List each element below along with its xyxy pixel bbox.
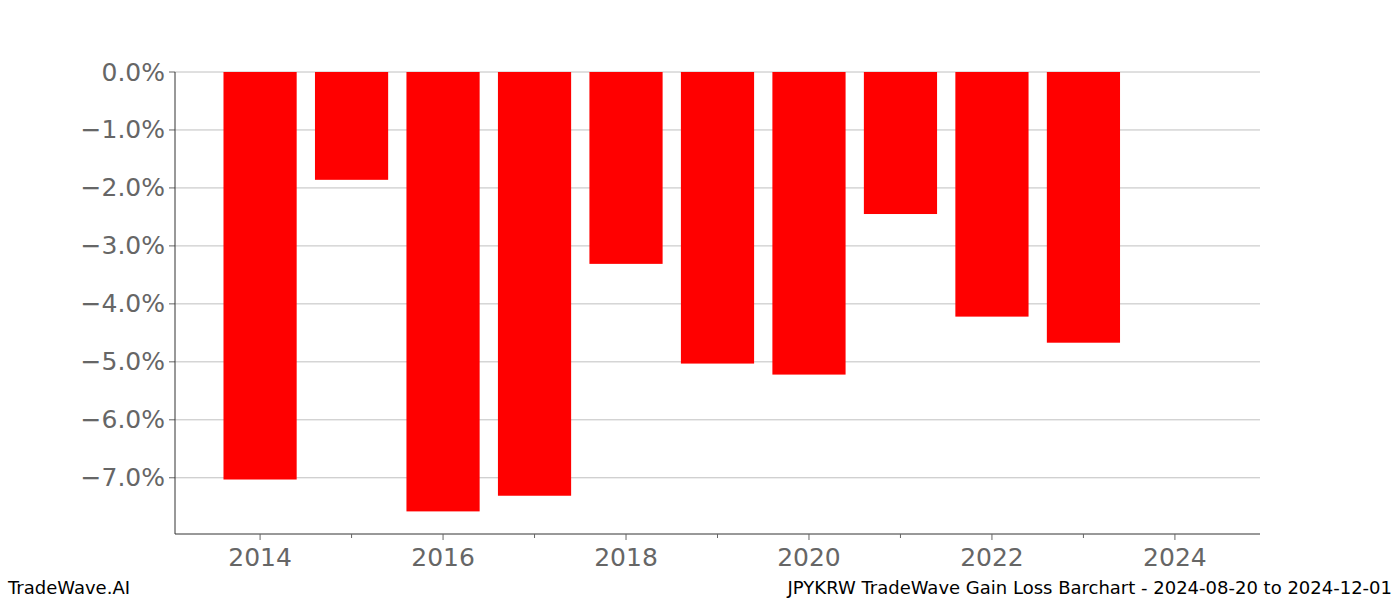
y-tick-label: −5.0% bbox=[81, 347, 165, 376]
title: JPYKRW TradeWave Gain Loss Barchart - 20… bbox=[787, 577, 1392, 598]
y-tick bbox=[169, 129, 175, 130]
x-tick bbox=[260, 534, 261, 540]
y-tick bbox=[169, 303, 175, 304]
y-tick bbox=[169, 245, 175, 246]
bar bbox=[223, 72, 296, 480]
bar bbox=[955, 72, 1028, 317]
x-tick-label: 2014 bbox=[228, 543, 292, 572]
x-tick bbox=[991, 534, 992, 540]
bar bbox=[589, 72, 662, 264]
bar bbox=[498, 72, 571, 496]
bar bbox=[406, 72, 479, 511]
x-minor-tick bbox=[900, 534, 901, 538]
bars bbox=[223, 72, 1120, 511]
bar bbox=[772, 72, 845, 375]
bar bbox=[1047, 72, 1120, 343]
x-tick bbox=[1174, 534, 1175, 540]
y-tick-label: −7.0% bbox=[81, 463, 165, 492]
x-tick-label: 2020 bbox=[777, 543, 841, 572]
x-tick-label: 2018 bbox=[594, 543, 658, 572]
x-minor-tick bbox=[351, 534, 352, 538]
x-minor-tick bbox=[534, 534, 535, 538]
y-tick bbox=[169, 477, 175, 478]
bar bbox=[681, 72, 754, 364]
y-tick-label: −4.0% bbox=[81, 289, 165, 318]
annotation: TradeWave.AI bbox=[7, 577, 130, 598]
bar bbox=[315, 72, 388, 180]
x-tick-label: 2024 bbox=[1143, 543, 1207, 572]
y-tick-label: −6.0% bbox=[81, 405, 165, 434]
y-tick-label: −2.0% bbox=[81, 173, 165, 202]
y-tick-label: 0.0% bbox=[101, 58, 165, 87]
y-tick-label: −1.0% bbox=[81, 115, 165, 144]
chart: 0.0% −1.0% −2.0% −3.0% −4.0% −5.0% −6.0% −7.0% 2… bbox=[0, 0, 1400, 600]
x-tick bbox=[626, 534, 627, 540]
y-tick bbox=[169, 419, 175, 420]
y-axis bbox=[175, 72, 176, 534]
y-tick bbox=[169, 187, 175, 188]
grid-line bbox=[175, 477, 1260, 478]
bar bbox=[864, 72, 937, 214]
x-tick-label: 2022 bbox=[960, 543, 1024, 572]
y-tick bbox=[169, 72, 175, 73]
x-minor-tick bbox=[717, 534, 718, 538]
y-tick bbox=[169, 361, 175, 362]
x-minor-tick bbox=[1083, 534, 1084, 538]
x-tick bbox=[443, 534, 444, 540]
y-tick-label: −3.0% bbox=[81, 231, 165, 260]
grid-line bbox=[175, 419, 1260, 420]
x-tick-label: 2016 bbox=[411, 543, 475, 572]
x-tick bbox=[808, 534, 809, 540]
